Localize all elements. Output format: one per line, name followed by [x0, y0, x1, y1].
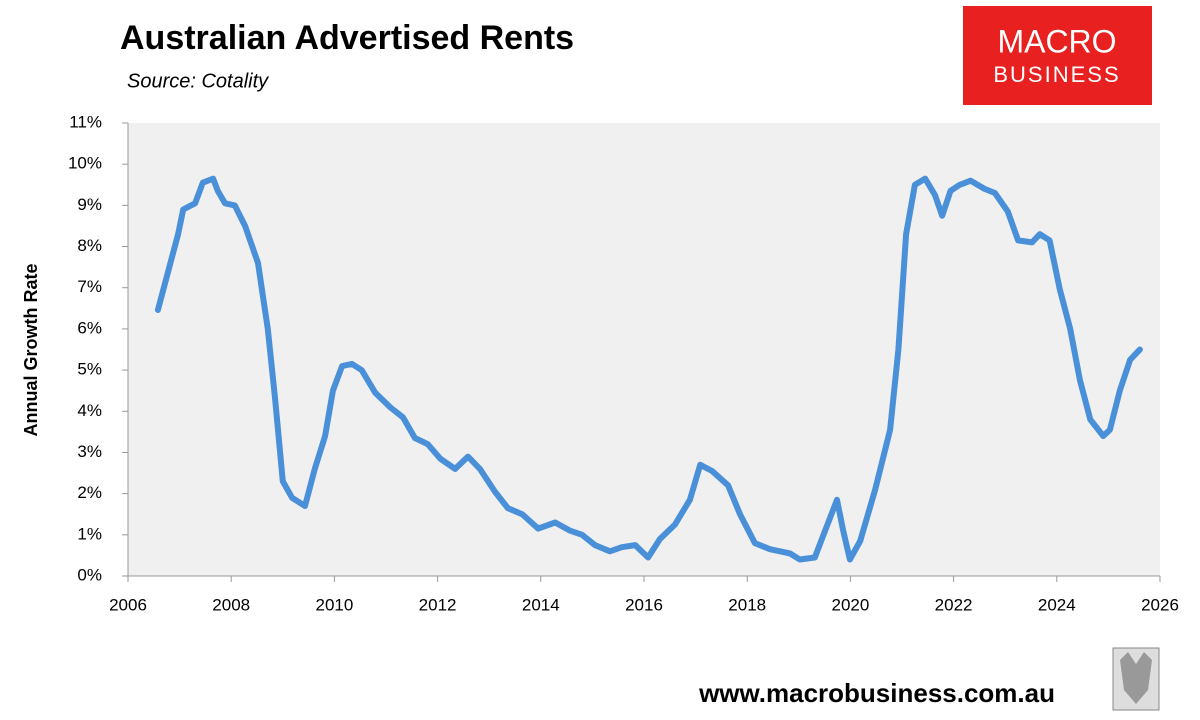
x-tick-label: 2026: [1141, 595, 1179, 614]
y-tick-label: 5%: [77, 360, 102, 379]
x-tick-label: 2014: [522, 595, 560, 614]
y-axis-label: Annual Growth Rate: [21, 263, 41, 436]
y-tick-label: 7%: [77, 277, 102, 296]
x-tick-label: 2006: [109, 595, 147, 614]
y-tick-label: 4%: [77, 401, 102, 420]
footer-url: www.macrobusiness.com.au: [698, 678, 1055, 708]
x-tick-label: 2008: [212, 595, 250, 614]
y-tick-label: 2%: [77, 483, 102, 502]
y-tick-label: 10%: [68, 154, 102, 173]
plot-background: [128, 123, 1160, 576]
logo-icon: [1120, 652, 1152, 704]
chart-subtitle: Source: Cotality: [127, 70, 269, 92]
logo-text: MACRO: [997, 23, 1116, 59]
y-tick-label: 0%: [77, 565, 102, 584]
x-tick-label: 2010: [315, 595, 353, 614]
logo-box: [963, 6, 1152, 105]
x-tick-label: 2024: [1038, 595, 1076, 614]
y-tick-label: 6%: [77, 318, 102, 337]
logo-text: BUSINESS: [993, 62, 1120, 87]
x-tick-label: 2018: [728, 595, 766, 614]
y-tick-label: 8%: [77, 236, 102, 255]
data-line: [154, 175, 1143, 563]
y-tick-label: 1%: [77, 524, 102, 543]
x-tick-label: 2020: [831, 595, 869, 614]
y-tick-label: 3%: [77, 442, 102, 461]
y-tick-label: 9%: [77, 195, 102, 214]
y-tick-label: 11%: [69, 112, 102, 131]
x-tick-label: 2022: [935, 595, 973, 614]
x-tick-label: 2016: [625, 595, 663, 614]
chart-title: Australian Advertised Rents: [120, 19, 574, 57]
x-tick-label: 2012: [419, 595, 457, 614]
